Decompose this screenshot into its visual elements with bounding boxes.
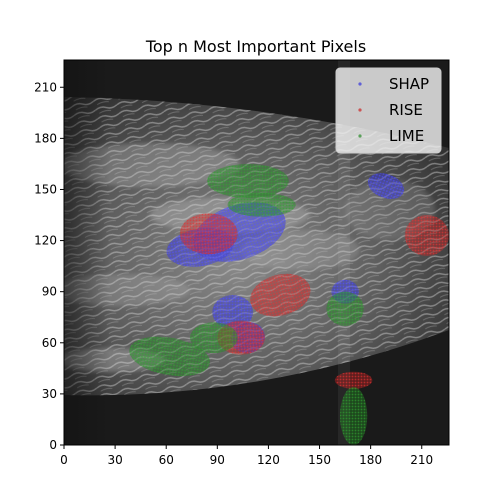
legend-marker-shap: [358, 82, 362, 86]
y-tick-label: 210: [34, 80, 57, 94]
legend-label-shap: SHAP: [389, 75, 429, 93]
shap-region: [212, 295, 254, 330]
legend-label-lime: LIME: [389, 127, 424, 145]
x-tick-label: 30: [107, 453, 122, 467]
lime-region: [190, 322, 238, 354]
rise-region: [404, 215, 449, 256]
lime-region: [207, 163, 289, 198]
y-tick-label: 60: [42, 336, 57, 350]
x-tick-label: 180: [359, 453, 382, 467]
x-tick-label: 150: [308, 453, 331, 467]
y-tick-label: 150: [34, 182, 57, 196]
x-tick-label: 60: [159, 453, 174, 467]
y-tick-label: 30: [42, 387, 57, 401]
y-axis: 0 30 60 90 120 150 180 210: [34, 80, 64, 452]
x-tick-label: 120: [257, 453, 280, 467]
y-tick-label: 120: [34, 234, 57, 248]
legend-marker-lime: [358, 134, 362, 138]
rise-region: [250, 273, 311, 317]
chart-title: Top n Most Important Pixels: [145, 37, 366, 56]
rise-region: [334, 371, 373, 389]
x-tick-label: 210: [410, 453, 433, 467]
y-tick-label: 0: [49, 438, 57, 452]
shap-region: [367, 173, 405, 199]
y-tick-label: 180: [34, 131, 57, 145]
x-tick-label: 0: [60, 453, 68, 467]
importance-regions: [129, 163, 449, 445]
x-tick-label: 90: [210, 453, 225, 467]
lime-region: [339, 387, 368, 445]
series-lime: [129, 163, 368, 445]
y-tick-label: 90: [42, 285, 57, 299]
x-axis: 0 30 60 90 120 150 180 210: [60, 445, 433, 467]
legend-box: [335, 67, 442, 154]
legend-label-rise: RISE: [389, 101, 423, 119]
lime-region: [129, 336, 211, 377]
lime-region: [227, 192, 296, 217]
plot-frame: [63, 59, 450, 446]
lime-region: [326, 291, 364, 326]
legend-marker-rise: [358, 108, 362, 112]
rise-region: [179, 213, 238, 255]
legend: SHAP RISE LIME: [335, 67, 442, 154]
